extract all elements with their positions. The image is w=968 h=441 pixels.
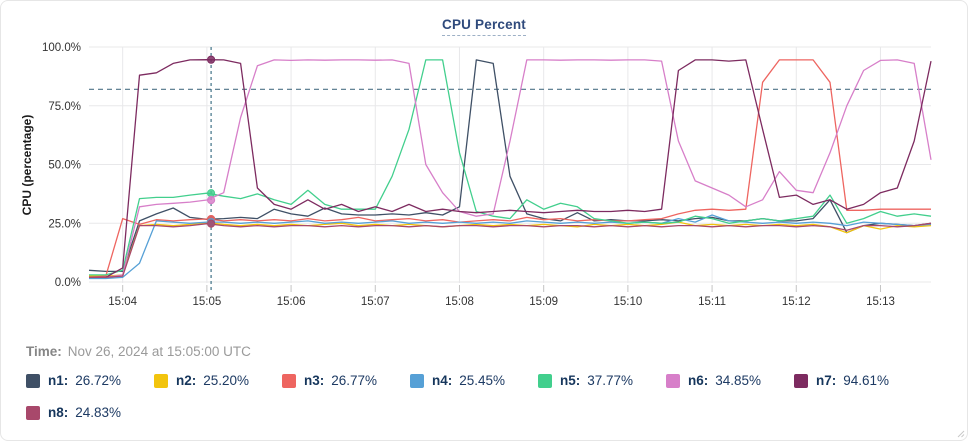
legend-value: 25.45% [459,373,506,388]
series-line-n5 [89,59,932,276]
legend-value: 34.85% [715,373,762,388]
chart-legend: n1: 26.72% n2: 25.20% n3: 26.77% n4: 25.45% n5: 3… [26,370,956,423]
chart-title: CPU Percent [1,16,967,36]
cpu-percent-chart[interactable]: 0.0% 25.0% 50.0% 75.0% 100.0% 15:04 15:05 15:06… [1,1,968,323]
crosshair-dot-n5 [206,189,216,198]
y-tick-label: 0.0% [55,277,81,289]
series-line-n3 [88,59,931,278]
y-axis-title: CPU (percentage) [20,115,34,216]
legend-swatch-n6 [666,373,680,388]
legend-item-n5[interactable]: n5: 37.77% [538,370,634,391]
legend-value: 25.20% [203,373,250,388]
legend-swatch-n4 [410,373,424,388]
legend-value: 37.77% [587,373,634,388]
legend-item-n7[interactable]: n7: 94.61% [794,370,890,391]
legend-value: 26.72% [75,373,122,388]
legend-item-n1[interactable]: n1: 26.72% [26,370,122,391]
legend-label: n3: [304,373,325,388]
crosshair-dot-n8 [206,219,216,228]
x-tick-label: 15:10 [613,296,642,308]
y-tick-label: 50.0% [48,160,81,172]
time-value: Nov 26, 2024 at 15:05:00 UTC [67,344,251,359]
legend-swatch-n2 [154,373,168,388]
time-row: Time: Nov 26, 2024 at 15:05:00 UTC [26,344,251,359]
series-line-n6 [89,59,932,278]
crosshair-dot-n6 [206,196,216,205]
legend-item-n6[interactable]: n6: 34.85% [666,370,762,391]
x-tick-label: 15:05 [192,296,221,308]
y-tick-label: 25.0% [48,218,81,230]
series-line-n1 [88,59,932,273]
x-tick-label: 15:04 [108,296,137,308]
x-tick-label: 15:12 [782,296,811,308]
legend-item-n4[interactable]: n4: 25.45% [410,370,506,391]
legend-item-n2[interactable]: n2: 25.20% [154,370,250,391]
chart-title-text: CPU Percent [442,17,526,36]
series-line-n2 [89,221,932,277]
y-tick-label: 100.0% [42,42,81,54]
legend-swatch-n5 [538,373,552,388]
x-tick-label: 15:09 [529,296,558,308]
legend-item-n3[interactable]: n3: 26.77% [282,370,378,391]
legend-label: n6: [688,373,709,388]
legend-value: 26.77% [331,373,378,388]
x-tick-label: 15:07 [361,296,390,308]
series-line-n8 [89,222,932,278]
legend-label: n5: [560,373,581,388]
x-tick-label: 15:13 [866,296,895,308]
legend-value: 24.83% [75,405,122,420]
series-line-n4 [89,214,932,280]
resize-handle-icon[interactable] [957,430,965,438]
x-tick-label: 15:06 [277,296,306,308]
legend-swatch-n3 [282,373,296,388]
legend-item-n8[interactable]: n8: 24.83% [26,402,122,423]
legend-value: 94.61% [843,373,890,388]
series-line-n7 [89,59,932,278]
legend-label: n8: [48,405,69,420]
crosshair-dot-n7 [206,55,216,64]
x-tick-label: 15:08 [445,296,474,308]
legend-swatch-n7 [794,373,808,388]
legend-label: n4: [432,373,453,388]
legend-label: n7: [816,373,837,388]
legend-swatch-n1 [26,373,40,388]
legend-swatch-n8 [26,405,40,420]
legend-label: n2: [176,373,197,388]
time-label: Time: [26,344,62,359]
y-tick-label: 75.0% [48,101,81,113]
legend-label: n1: [48,373,69,388]
x-tick-label: 15:11 [698,296,726,308]
